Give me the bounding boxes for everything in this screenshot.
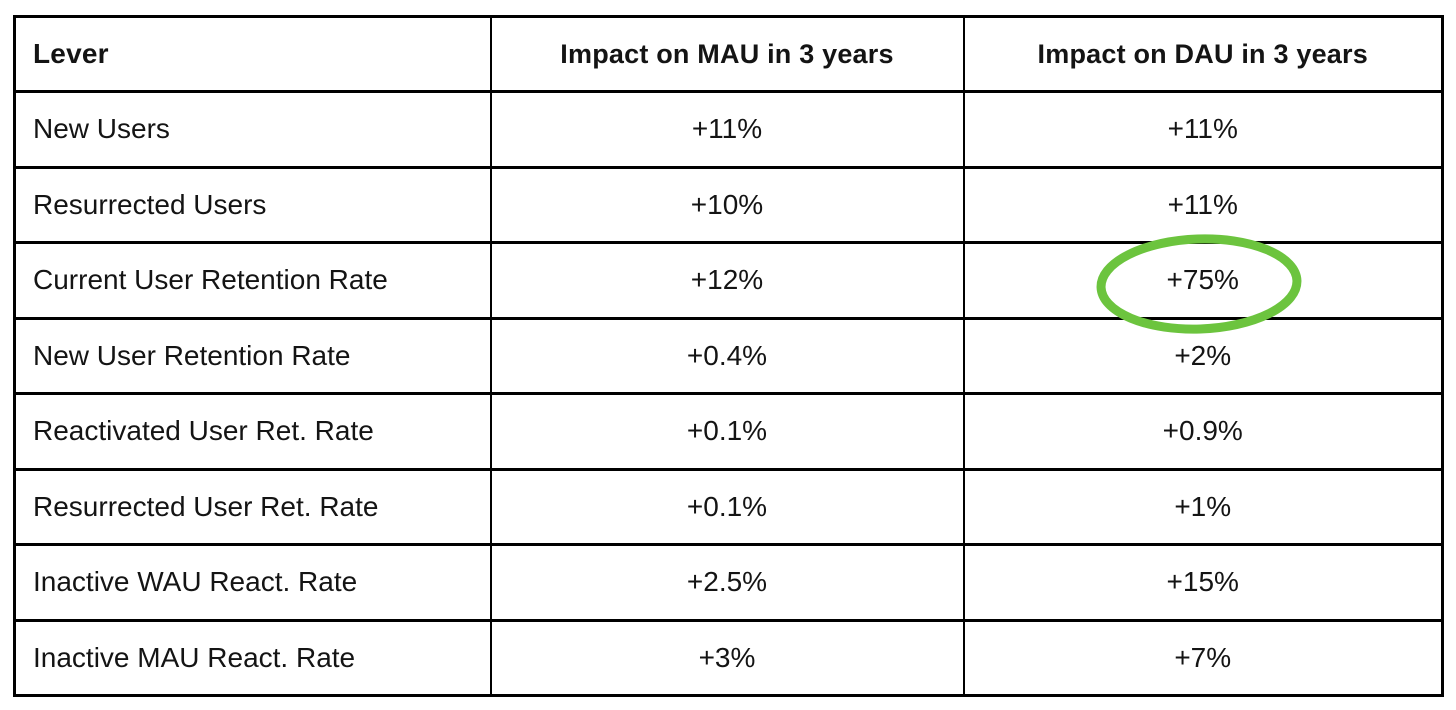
dau-value-cell: +7% <box>962 618 1444 697</box>
dau-value-cell: +75% <box>962 241 1444 320</box>
dau-value-cell: +15% <box>962 543 1444 622</box>
table-row: New User Retention Rate +0.4% +2% <box>13 316 1444 395</box>
mau-value-cell: +11% <box>489 90 965 169</box>
mau-value-cell: +0.1% <box>489 467 965 546</box>
lever-cell: Current User Retention Rate <box>13 241 492 320</box>
table-row: Reactivated User Ret. Rate +0.1% +0.9% <box>13 392 1444 471</box>
table-body: New Users +11% +11% Resurrected Users +10% +1… <box>13 90 1444 697</box>
dau-value-cell: +11% <box>962 165 1444 244</box>
header-lever: Lever <box>13 15 492 93</box>
lever-cell: Resurrected User Ret. Rate <box>13 467 492 546</box>
mau-value-cell: +3% <box>489 618 965 697</box>
lever-cell: Inactive WAU React. Rate <box>13 543 492 622</box>
header-dau-impact: Impact on DAU in 3 years <box>962 15 1444 93</box>
table-row: Current User Retention Rate +12% +75% <box>13 241 1444 320</box>
table-row: Resurrected User Ret. Rate +0.1% +1% <box>13 467 1444 546</box>
lever-cell: Resurrected Users <box>13 165 492 244</box>
mau-value-cell: +12% <box>489 241 965 320</box>
dau-value-cell: +1% <box>962 467 1444 546</box>
impact-table: Lever Impact on MAU in 3 years Impact on… <box>13 15 1444 697</box>
lever-impact-table: Lever Impact on MAU in 3 years Impact on… <box>13 15 1444 697</box>
dau-value-cell: +2% <box>962 316 1444 395</box>
lever-cell: Inactive MAU React. Rate <box>13 618 492 697</box>
lever-cell: Reactivated User Ret. Rate <box>13 392 492 471</box>
mau-value-cell: +10% <box>489 165 965 244</box>
mau-value-cell: +0.1% <box>489 392 965 471</box>
table-header: Lever Impact on MAU in 3 years Impact on… <box>13 15 1444 93</box>
lever-cell: New User Retention Rate <box>13 316 492 395</box>
dau-value-cell: +0.9% <box>962 392 1444 471</box>
table-row: Inactive MAU React. Rate +3% +7% <box>13 618 1444 697</box>
header-row: Lever Impact on MAU in 3 years Impact on… <box>13 15 1444 93</box>
table-row: New Users +11% +11% <box>13 90 1444 169</box>
table-row: Resurrected Users +10% +11% <box>13 165 1444 244</box>
header-mau-impact: Impact on MAU in 3 years <box>489 15 965 93</box>
table-row: Inactive WAU React. Rate +2.5% +15% <box>13 543 1444 622</box>
dau-value-cell: +11% <box>962 90 1444 169</box>
mau-value-cell: +2.5% <box>489 543 965 622</box>
lever-cell: New Users <box>13 90 492 169</box>
mau-value-cell: +0.4% <box>489 316 965 395</box>
